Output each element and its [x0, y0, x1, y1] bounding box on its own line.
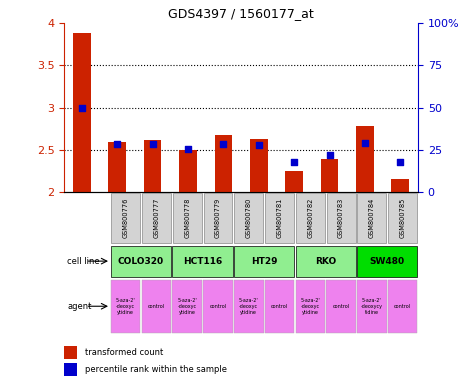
Bar: [388, 280, 418, 333]
Text: transformed count: transformed count: [86, 348, 163, 357]
Text: control: control: [271, 304, 288, 309]
Text: control: control: [394, 304, 411, 309]
Bar: [357, 280, 387, 333]
Bar: [295, 280, 325, 333]
Bar: [111, 246, 171, 276]
Text: GSM800784: GSM800784: [369, 198, 375, 238]
Text: HCT116: HCT116: [183, 257, 222, 266]
Bar: [357, 246, 418, 276]
Bar: [296, 192, 325, 243]
Text: COLO320: COLO320: [118, 257, 164, 266]
Bar: [142, 192, 171, 243]
Bar: [285, 171, 303, 192]
Bar: [321, 159, 338, 192]
Text: control: control: [209, 304, 227, 309]
Bar: [172, 280, 202, 333]
Point: [219, 141, 227, 147]
Text: 5-aza-2'
-deoxycy
tidine: 5-aza-2' -deoxycy tidine: [361, 298, 383, 314]
Bar: [234, 246, 294, 276]
Point: [397, 159, 404, 165]
Bar: [250, 139, 267, 192]
Bar: [326, 280, 356, 333]
Title: GDS4397 / 1560177_at: GDS4397 / 1560177_at: [168, 7, 314, 20]
Text: GSM800779: GSM800779: [215, 198, 221, 238]
Text: percentile rank within the sample: percentile rank within the sample: [86, 365, 228, 374]
Bar: [111, 192, 140, 243]
Bar: [142, 280, 171, 333]
Point: [361, 140, 369, 146]
Bar: [234, 280, 264, 333]
Bar: [64, 363, 76, 376]
Point: [255, 142, 263, 148]
Text: 5-aza-2'
-deoxyc
ytidine: 5-aza-2' -deoxyc ytidine: [239, 298, 258, 314]
Bar: [327, 192, 355, 243]
Bar: [108, 142, 126, 192]
Bar: [234, 192, 263, 243]
Bar: [144, 141, 162, 192]
Bar: [391, 179, 409, 192]
Text: GSM800777: GSM800777: [153, 198, 160, 238]
Bar: [203, 280, 233, 333]
Point: [184, 146, 192, 152]
Text: GSM800776: GSM800776: [123, 198, 129, 238]
Point: [326, 152, 333, 158]
Bar: [357, 192, 386, 243]
Point: [114, 141, 121, 147]
Bar: [64, 346, 76, 359]
Point: [149, 141, 156, 147]
Text: 5-aza-2'
-deoxyc
ytidine: 5-aza-2' -deoxyc ytidine: [300, 298, 320, 314]
Text: SW480: SW480: [370, 257, 405, 266]
Bar: [295, 246, 356, 276]
Point: [78, 104, 86, 111]
Text: GSM800783: GSM800783: [338, 198, 344, 238]
Point: [290, 159, 298, 165]
Text: HT29: HT29: [251, 257, 277, 266]
Text: control: control: [332, 304, 350, 309]
Bar: [265, 192, 294, 243]
Text: GSM800780: GSM800780: [246, 198, 252, 238]
Bar: [356, 126, 374, 192]
Text: GSM800785: GSM800785: [399, 198, 406, 238]
Bar: [172, 246, 233, 276]
Bar: [265, 280, 294, 333]
Text: agent: agent: [67, 302, 92, 311]
Bar: [179, 150, 197, 192]
Bar: [215, 134, 232, 192]
Text: GSM800778: GSM800778: [184, 198, 190, 238]
Text: 5-aza-2'
-deoxyc
ytidine: 5-aza-2' -deoxyc ytidine: [177, 298, 197, 314]
Text: GSM800782: GSM800782: [307, 198, 314, 238]
Bar: [388, 192, 417, 243]
Text: RKO: RKO: [315, 257, 336, 266]
Bar: [111, 280, 141, 333]
Text: cell line: cell line: [67, 257, 100, 266]
Text: 5-aza-2'
-deoxyc
ytidine: 5-aza-2' -deoxyc ytidine: [116, 298, 135, 314]
Text: control: control: [148, 304, 165, 309]
Text: GSM800781: GSM800781: [276, 198, 283, 238]
Bar: [73, 33, 91, 192]
Bar: [203, 192, 232, 243]
Bar: [173, 192, 202, 243]
